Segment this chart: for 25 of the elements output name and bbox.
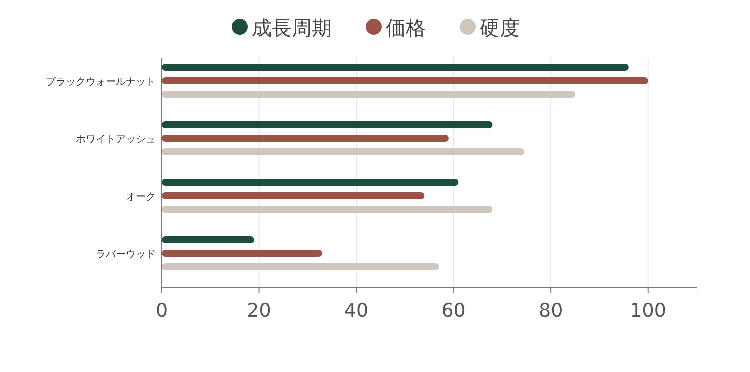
- x-tick-label: 60: [442, 300, 466, 322]
- bar: [162, 206, 493, 213]
- bar: [162, 264, 440, 270]
- bar: [162, 250, 322, 257]
- x-tick-label: 0: [156, 300, 168, 322]
- x-tick-label: 40: [344, 300, 369, 322]
- y-tick-label: オーク: [126, 192, 156, 203]
- bar: [162, 179, 459, 186]
- bar: [162, 236, 254, 244]
- x-tick-label: 80: [538, 300, 564, 322]
- bar: [162, 148, 524, 156]
- bar: [162, 192, 425, 200]
- bar: [162, 135, 449, 142]
- bar: [162, 78, 648, 84]
- legend-label: 成長周期: [252, 16, 332, 40]
- bar: [162, 122, 493, 128]
- legend-label: 価格: [386, 16, 426, 40]
- y-tick-label: ホワイトアッシュ: [76, 134, 156, 146]
- y-tick-label: ブラックウォールナット: [46, 76, 156, 88]
- legend-label: 硬度: [480, 16, 520, 40]
- bar: [162, 64, 629, 71]
- x-tick-label: 100: [630, 300, 666, 322]
- bar: [162, 91, 576, 98]
- x-tick-label: 20: [247, 300, 272, 322]
- y-tick-label: ラバーウッド: [96, 250, 156, 260]
